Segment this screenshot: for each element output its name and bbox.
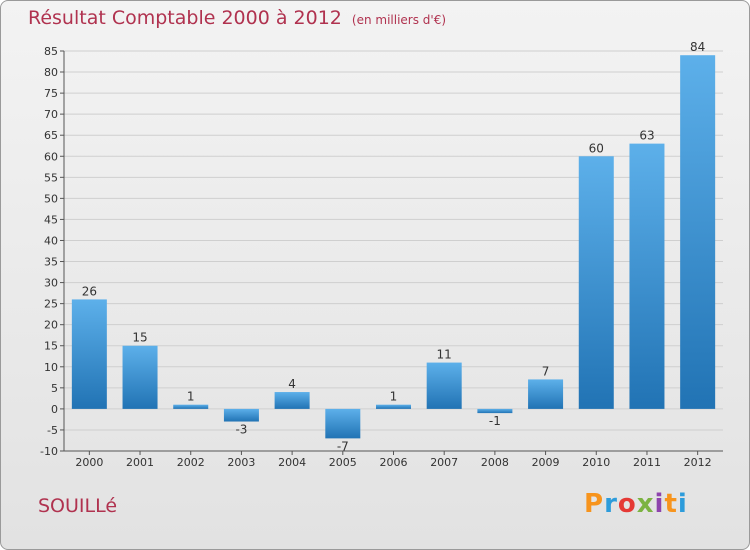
data-label: 1 xyxy=(390,390,398,404)
x-tick-labels: 2000 2001 2002 2003 2004 2005 2006 2007 2008 2009… xyxy=(75,456,711,469)
bar xyxy=(629,143,665,409)
data-label: 84 xyxy=(690,40,705,54)
y-tick-label: 45 xyxy=(44,213,58,226)
x-tick-label: 2003 xyxy=(227,456,255,469)
data-label: 7 xyxy=(542,364,550,378)
y-tick-label: 70 xyxy=(44,108,58,121)
data-label: 63 xyxy=(639,129,654,143)
y-tick-label: 75 xyxy=(44,87,58,100)
x-tick-label: 2012 xyxy=(684,456,712,469)
data-label: 11 xyxy=(437,348,452,362)
y-tick-label: 15 xyxy=(44,340,58,353)
x-tick-label: 2005 xyxy=(329,456,357,469)
x-tick-label: 2010 xyxy=(582,456,610,469)
data-label: -1 xyxy=(489,414,501,428)
y-tick-label: 20 xyxy=(44,319,58,332)
logo-letter: i xyxy=(654,489,665,519)
bar xyxy=(528,379,564,409)
y-tick-label: 25 xyxy=(44,298,58,311)
bar xyxy=(71,299,107,409)
y-tick-label: 5 xyxy=(51,382,58,395)
x-tick-label: 2006 xyxy=(380,456,408,469)
x-tick-label: 2000 xyxy=(75,456,103,469)
y-tick-label: -5 xyxy=(47,424,58,437)
y-tick-label: 55 xyxy=(44,171,58,184)
data-label: 60 xyxy=(589,141,604,155)
x-tick-label: 2007 xyxy=(430,456,458,469)
y-tick-label: 40 xyxy=(44,234,58,247)
bar xyxy=(376,404,411,409)
bar xyxy=(426,362,462,409)
x-tick-label: 2009 xyxy=(532,456,560,469)
y-tick-label: 80 xyxy=(44,66,58,79)
x-tick-label: 2008 xyxy=(481,456,509,469)
logo-letter: r xyxy=(604,489,618,519)
chart-title-text: Résultat Comptable 2000 à 2012 xyxy=(28,7,342,29)
bar xyxy=(173,404,209,409)
bar xyxy=(578,156,614,409)
logo-letter: i xyxy=(677,489,688,519)
bar xyxy=(325,408,361,439)
data-label: 1 xyxy=(187,390,195,404)
chart-unit-label: (en milliers d'€) xyxy=(351,13,447,27)
bar xyxy=(223,408,259,422)
data-label: -3 xyxy=(235,423,247,437)
x-tick-label: 2002 xyxy=(177,456,205,469)
logo-letter: o xyxy=(617,489,637,519)
x-tick-label: 2011 xyxy=(633,456,661,469)
proxiti-logo[interactable]: Proxiti xyxy=(584,489,688,519)
y-tick-label: 60 xyxy=(44,150,58,163)
y-tick-label: 85 xyxy=(44,45,58,58)
bars xyxy=(71,55,716,439)
data-label: -7 xyxy=(337,439,349,453)
bar xyxy=(122,345,158,409)
logo-letter: x xyxy=(636,489,655,519)
logo-letter: P xyxy=(584,489,605,519)
commune-name: SOUILLé xyxy=(38,495,118,517)
y-tick-labels: -10 -5 0 5 10 15 20 25 30 35 40 45 50 55 60 65 70 75 80 85 xyxy=(40,45,58,458)
y-tick-label: 65 xyxy=(44,129,58,142)
y-tick-label: 30 xyxy=(44,277,58,290)
data-label: 15 xyxy=(132,331,147,345)
data-label: 26 xyxy=(82,284,97,298)
x-tick-label: 2004 xyxy=(278,456,306,469)
x-tick-label: 2001 xyxy=(126,456,154,469)
chart-title: Résultat Comptable 2000 à 2012 (en millie… xyxy=(28,7,446,29)
bar xyxy=(680,55,716,409)
y-tick-label: 50 xyxy=(44,192,58,205)
logo-letter: t xyxy=(664,489,678,519)
y-tick-label: 10 xyxy=(44,361,58,374)
y-tick-label: 0 xyxy=(51,403,58,416)
y-tick-label: -10 xyxy=(40,445,58,458)
bar xyxy=(274,392,310,409)
axes xyxy=(60,50,723,455)
data-label: 4 xyxy=(288,377,296,391)
y-tick-label: 35 xyxy=(44,256,58,269)
bar xyxy=(477,408,513,414)
